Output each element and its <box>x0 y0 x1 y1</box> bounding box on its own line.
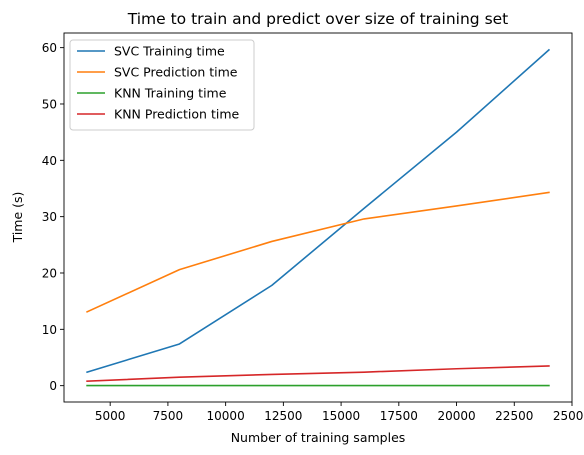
y-tick-label: 0 <box>49 379 57 393</box>
legend: SVC Training time SVC Prediction time KNN … <box>69 39 255 131</box>
legend-entry: SVC Prediction time <box>114 65 238 80</box>
x-axis: 5000 7500 10000 12500 15000 17500 20000 22500 25… <box>95 402 584 423</box>
y-tick-label: 60 <box>42 41 57 55</box>
x-tick-label: 5000 <box>95 409 126 423</box>
x-tick-label: 20000 <box>437 409 475 423</box>
y-tick-label: 30 <box>42 210 57 224</box>
x-axis-label: Number of training samples <box>231 430 406 445</box>
legend-box <box>69 39 255 131</box>
plot-series <box>86 48 551 387</box>
x-tick-label: 22500 <box>495 409 533 423</box>
plot-frame <box>63 32 573 403</box>
y-axis: 0 10 20 30 40 50 60 <box>42 41 64 393</box>
y-tick-label: 50 <box>42 97 57 111</box>
x-tick-label: 12500 <box>264 409 302 423</box>
x-tick-label: 15000 <box>322 409 360 423</box>
y-tick-label: 10 <box>42 323 57 337</box>
x-tick-label: 10000 <box>207 409 245 423</box>
series-line-1 <box>86 191 550 313</box>
legend-entry: KNN Prediction time <box>114 107 239 122</box>
series-line-3 <box>86 365 550 382</box>
y-tick-label: 20 <box>42 266 57 280</box>
y-axis-label: Time (s) <box>10 192 25 244</box>
y-tick-label: 40 <box>42 154 57 168</box>
series-line-0 <box>86 48 551 374</box>
legend-entry: SVC Training time <box>114 44 225 59</box>
x-tick-label: 17500 <box>380 409 418 423</box>
legend-entry: KNN Training time <box>114 86 227 101</box>
x-tick-label: 7500 <box>153 409 184 423</box>
chart-title: Time to train and predict over size of t… <box>127 10 509 28</box>
